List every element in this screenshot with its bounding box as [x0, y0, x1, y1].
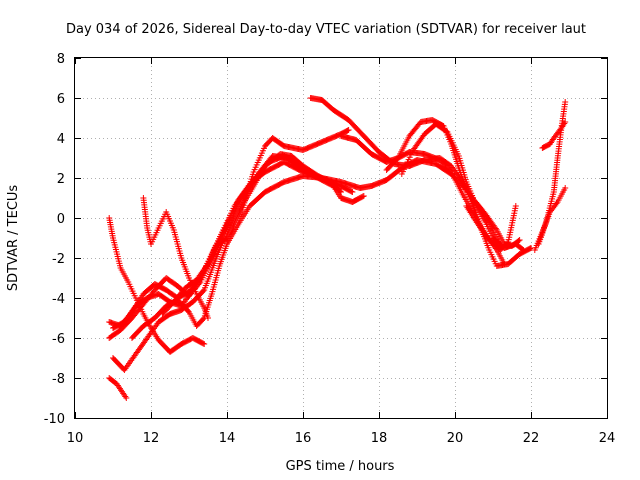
plot-frame [74, 57, 608, 419]
data-point [201, 341, 208, 347]
data-points [106, 95, 569, 401]
x-tick-label: 20 [447, 431, 464, 446]
data-series-s1 [106, 375, 130, 401]
data-point [349, 189, 356, 195]
x-tick-label: 12 [143, 431, 160, 446]
x-tick-label: 16 [295, 431, 312, 446]
data-point [360, 193, 367, 199]
data-point [143, 336, 150, 343]
y-tick-label: -10 [44, 412, 65, 427]
data-point [345, 127, 352, 133]
data-series-s14 [463, 203, 519, 253]
x-tick-label: 14 [219, 431, 236, 446]
y-tick-label: -8 [52, 372, 65, 387]
data-series-s10 [307, 95, 527, 253]
y-tick-label: 4 [57, 132, 65, 147]
y-tick-label: 0 [57, 212, 65, 227]
data-point [553, 200, 560, 207]
data-point [504, 240, 511, 247]
y-tick-label: -2 [52, 252, 65, 267]
data-series-s8 [129, 157, 504, 341]
data-point [447, 167, 454, 174]
x-tick-label: 10 [67, 431, 84, 446]
data-point [515, 237, 522, 244]
data-point [526, 245, 533, 252]
y-tick-label: -6 [52, 332, 65, 347]
data-series-s13 [398, 121, 523, 249]
y-tick-label: -4 [52, 292, 65, 307]
x-tick-label: 22 [523, 431, 540, 446]
data-point [512, 203, 519, 209]
y-axis-label: SDTVAR / TECUs [6, 185, 21, 292]
data-series-s16 [531, 185, 569, 253]
y-tick-label: 2 [57, 172, 65, 187]
chart-title: Day 034 of 2026, Sidereal Day-to-day VTE… [66, 22, 586, 37]
data-point [562, 185, 569, 191]
data-point [348, 188, 355, 195]
data-series-s17 [539, 119, 569, 151]
data-point [344, 127, 351, 134]
data-series-s15 [535, 99, 569, 247]
x-tick-label: 24 [599, 431, 616, 446]
data-point [203, 262, 210, 269]
data-point [516, 237, 523, 243]
data-point [123, 395, 130, 401]
data-point [200, 340, 207, 347]
data-point [184, 307, 191, 314]
x-tick-label: 18 [371, 431, 388, 446]
y-tick-label: 6 [57, 92, 65, 107]
y-tick-label: 8 [57, 52, 65, 67]
data-point [562, 119, 569, 125]
data-point [492, 225, 499, 232]
data-point [393, 156, 400, 163]
data-point [200, 316, 207, 323]
data-series-s9 [159, 127, 352, 317]
data-point [359, 193, 366, 200]
data-series-s11 [338, 133, 508, 267]
data-point [562, 99, 569, 105]
data-point [200, 288, 207, 295]
x-axis-label: GPS time / hours [286, 459, 395, 474]
